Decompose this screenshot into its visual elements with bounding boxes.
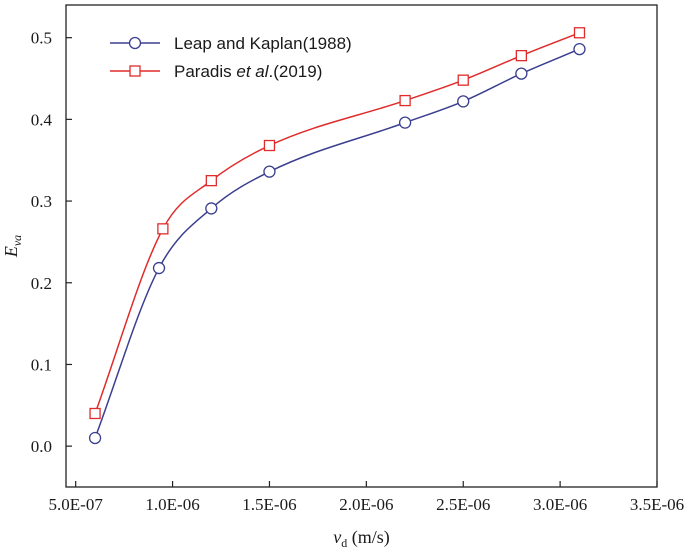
series-2-point	[205, 174, 217, 187]
legend-item-2: Paradis et al.(2019)	[110, 62, 322, 81]
series-1-point	[398, 116, 412, 129]
y-title-main: E	[1, 246, 21, 258]
series-2-point	[573, 27, 586, 39]
series-2-line	[94, 32, 580, 414]
series-1-point	[205, 202, 218, 215]
x-tick-label: 3.0E-06	[533, 495, 587, 514]
x-tick-label: 2.0E-06	[339, 495, 393, 514]
x-title-main: v	[333, 527, 341, 547]
legend-marker	[128, 36, 142, 50]
legend-item-1: Leap and Kaplan(1988)	[110, 34, 352, 53]
series-1-point	[152, 261, 166, 275]
y-tick-label: 0.0	[31, 437, 52, 456]
legend-label: Paradis et al.(2019)	[174, 62, 322, 81]
x-tick-label: 2.5E-06	[436, 495, 490, 514]
y-tick-label: 0.1	[31, 355, 52, 374]
series-2-point	[89, 407, 101, 420]
series-2-point	[515, 50, 528, 62]
series-1-point	[515, 67, 528, 80]
series-1	[88, 42, 586, 445]
series-2-point	[399, 94, 411, 107]
y-tick-label: 0.2	[31, 274, 52, 293]
x-tick-label: 1.0E-06	[145, 495, 199, 514]
plot-frame	[65, 4, 658, 488]
series-1-point	[88, 431, 102, 445]
series-layer	[88, 27, 586, 445]
plot-border	[65, 4, 658, 488]
x-axis-title: vd (m/s)	[333, 527, 390, 550]
x-tick-label: 1.5E-06	[242, 495, 296, 514]
series-2-point	[457, 74, 469, 86]
legend-marker	[129, 65, 141, 77]
series-2	[89, 27, 586, 420]
y-tick-label: 0.5	[31, 29, 52, 48]
y-axis-title: Eva	[1, 235, 24, 258]
series-1-point	[263, 165, 276, 178]
x-tick-label: 3.5E-06	[630, 495, 684, 514]
series-1-line	[94, 48, 580, 439]
series-2-point	[263, 139, 276, 152]
y-tick-label: 0.3	[31, 192, 52, 211]
x-axis: 5.0E-07 1.0E-06 1.5E-06 2.0E-06 2.5E-06 3.0E-…	[49, 481, 684, 514]
x-title-unit: (m/s)	[347, 527, 390, 548]
series-2-point	[157, 223, 169, 235]
y-axis: 0.0 0.1 0.2 0.3 0.4 0.5	[31, 29, 72, 456]
x-tick-label: 5.0E-07	[49, 495, 104, 514]
y-title-subscript: va	[10, 235, 24, 246]
legend-label: Leap and Kaplan(1988)	[174, 34, 352, 53]
y-tick-label: 0.4	[31, 110, 53, 129]
x-title-subscript: d	[341, 536, 347, 550]
series-1-point	[457, 95, 470, 108]
legend: Leap and Kaplan(1988) Paradis et al.(2019…	[110, 34, 352, 81]
series-1-point	[573, 42, 586, 56]
